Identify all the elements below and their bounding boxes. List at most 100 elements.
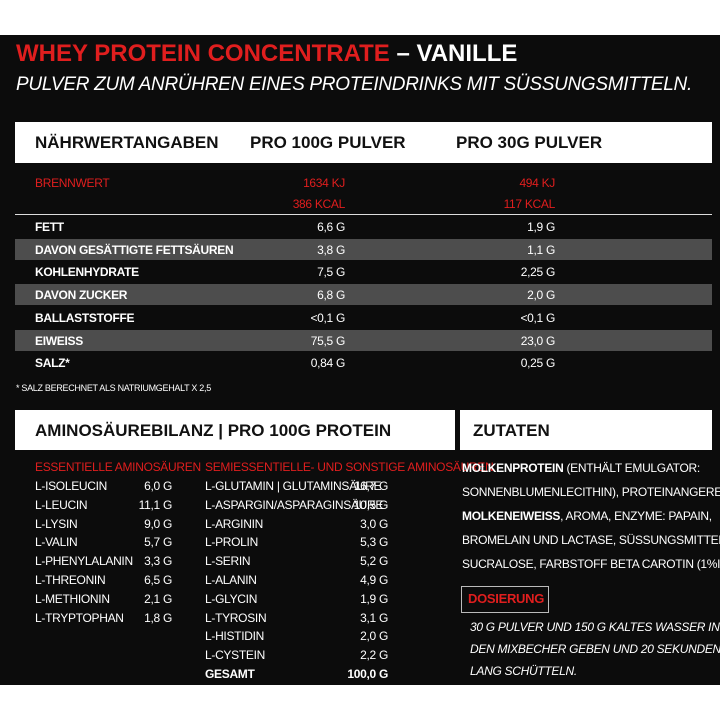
row-30g: 2,25 G — [520, 265, 556, 280]
row-30g: 1,1 G — [527, 242, 555, 257]
energy-30g: 494 KJ — [519, 176, 555, 190]
energy-30g: 117 KCAL — [503, 197, 556, 211]
amino-name: L-GLYCIN — [205, 591, 258, 606]
row-100g: 6,8 G — [317, 288, 345, 303]
row-30g: 0,25 G — [520, 356, 556, 371]
amino-value: 6,0 G — [144, 479, 172, 493]
amino-name: L-LYSIN — [35, 516, 78, 531]
row-30g: 23,0 G — [520, 333, 556, 348]
column-header: PRO 30G PULVER — [456, 133, 603, 152]
ingredients-header — [460, 410, 712, 450]
ingredient-line: MOLKENPROTEIN (ENTHÄLT EMULGATOR: — [462, 460, 700, 476]
row-100g: 75,5 G — [310, 333, 346, 348]
dosage-title: DOSIERUNG — [468, 591, 545, 606]
amino-name: L-ISOLEUCIN — [35, 479, 108, 493]
amino-value: 3,1 G — [360, 610, 388, 625]
amino-name: L-THREONIN — [35, 573, 106, 587]
amino-name: L-ASPARGIN/ASPARAGINSÄURE — [205, 497, 384, 512]
row-30g: <0,1 G — [520, 310, 555, 325]
energy-label: BRENNWERT — [35, 176, 110, 190]
row-label: FETT — [35, 220, 64, 234]
column-header: PRO 100G PULVER — [250, 133, 406, 152]
row-stripe — [15, 238, 712, 260]
ingredient-text: , AROMA, ENZYME: PAPAIN, — [560, 509, 712, 523]
amino-value: 16,7 G — [353, 479, 389, 493]
amino-value: 2,0 G — [360, 629, 388, 644]
ingredient-text: SONNENBLUMENLECITHIN), PROTEINANGEREICHE… — [462, 485, 720, 499]
row-label: DAVON ZUCKER — [35, 288, 128, 303]
energy-100g: 386 KCAL — [292, 197, 346, 211]
title: WHEY PROTEIN CONCENTRATE – VANILLE — [16, 40, 517, 68]
amino-header — [15, 410, 455, 450]
ingredient-line: MOLKENEIWEISS, AROMA, ENZYME: PAPAIN, — [462, 508, 712, 524]
amino-value: 3,0 G — [360, 516, 388, 531]
row-label: BALLASTSTOFFE — [35, 310, 135, 325]
column-header: NÄHRWERTANGABEN — [35, 133, 219, 152]
amino-value: 9,0 G — [144, 516, 172, 531]
total-label: GESAMT — [205, 667, 255, 681]
amino-value: 6,5 G — [144, 573, 172, 587]
amino-name: L-CYSTEIN — [205, 648, 265, 663]
amino-name: L-TYROSIN — [205, 610, 267, 625]
semi-heading: SEMIESSENTIELLE- UND SONSTIGE AMINOSÄURE… — [205, 460, 494, 474]
amino-value: 1,8 G — [144, 610, 172, 625]
amino-name: L-HISTIDIN — [205, 629, 265, 644]
amino-value: 5,2 G — [360, 554, 388, 569]
ingredient-line: SUCRALOSE, FARBSTOFF BETA CAROTIN (1%IG)… — [462, 556, 720, 572]
title-white: – VANILLE — [396, 40, 518, 67]
dosage-line: LANG SCHÜTTELN. — [470, 664, 577, 678]
row-stripe — [15, 284, 712, 306]
ingredient-line: SONNENBLUMENLECITHIN), PROTEINANGEREICHE… — [462, 484, 720, 500]
row-label: KOHLENHYDRATE — [35, 265, 139, 280]
amino-name: L-VALIN — [35, 535, 78, 550]
amino-name: L-TRYPTOPHAN — [35, 610, 124, 625]
amino-value: 4,9 G — [360, 573, 388, 587]
total-value: 100,0 G — [347, 667, 388, 681]
amino-name: L-METHIONIN — [35, 591, 110, 606]
amino-value: 3,3 G — [144, 554, 172, 569]
ingredient-bold: MOLKENEIWEISS — [462, 509, 561, 523]
table-header — [15, 122, 712, 163]
label-panel: WHEY PROTEIN CONCENTRATE – VANILLE PULVER… — [0, 35, 720, 685]
ingredient-line: BROMELAIN UND LACTASE, SÜSSUNGSMITTEL — [462, 532, 720, 548]
row-30g: 1,9 G — [527, 220, 555, 234]
title-red: WHEY PROTEIN CONCENTRATE — [16, 40, 390, 67]
dosage-box — [461, 586, 549, 613]
row-100g: 7,5 G — [317, 265, 345, 280]
amino-name: L-ARGININ — [205, 516, 263, 531]
ingredient-text: SUCRALOSE, FARBSTOFF BETA CAROTIN (1%IG)… — [462, 557, 720, 571]
amino-name: L-PROLIN — [205, 535, 258, 550]
amino-value: 2,1 G — [144, 591, 172, 606]
amino-name: L-LEUCIN — [35, 497, 88, 512]
dosage-line: DEN MIXBECHER GEBEN UND 20 SEKUNDEN — [470, 642, 720, 656]
amino-title: AMINOSÄUREBILANZ | PRO 100G PROTEIN — [35, 421, 392, 440]
amino-value: 11,1 G — [138, 497, 173, 512]
subtitle: PULVER ZUM ANRÜHREN EINES PROTEINDRINKS … — [16, 74, 692, 95]
amino-value: 10,5 G — [353, 497, 389, 512]
row-100g: 0,84 G — [310, 356, 346, 371]
amino-name: L-PHENYLALANIN — [35, 554, 133, 569]
row-stripe — [15, 329, 712, 351]
row-100g: 6,6 G — [317, 220, 345, 234]
dosage-line: 30 G PULVER UND 150 G KALTES WASSER IN — [470, 620, 720, 634]
row-label: SALZ* — [35, 356, 70, 371]
row-30g: 2,0 G — [527, 288, 555, 303]
ingredient-text: (ENTHÄLT EMULGATOR: — [563, 461, 700, 475]
ingredients-title: ZUTATEN — [473, 421, 550, 440]
amino-name: L-SERIN — [205, 554, 251, 569]
amino-name: L-GLUTAMIN | GLUTAMINSÄURE — [205, 479, 382, 493]
amino-value: 2,2 G — [360, 648, 388, 663]
ingredient-bold: MOLKENPROTEIN — [462, 461, 564, 475]
footnote: * SALZ BERECHNET ALS NATRIUMGEHALT X 2,5 — [16, 383, 211, 393]
separator — [15, 214, 712, 215]
energy-100g: 1634 KJ — [303, 176, 345, 190]
amino-name: L-ALANIN — [205, 573, 257, 587]
amino-value: 5,7 G — [144, 535, 172, 550]
row-100g: 3,8 G — [317, 242, 345, 257]
ingredient-text: BROMELAIN UND LACTASE, SÜSSUNGSMITTEL — [462, 533, 720, 547]
amino-value: 5,3 G — [360, 535, 388, 550]
amino-value: 1,9 G — [360, 591, 388, 606]
row-label: DAVON GESÄTTIGTE FETTSÄUREN — [35, 242, 234, 257]
row-label: EIWEISS — [35, 333, 83, 348]
